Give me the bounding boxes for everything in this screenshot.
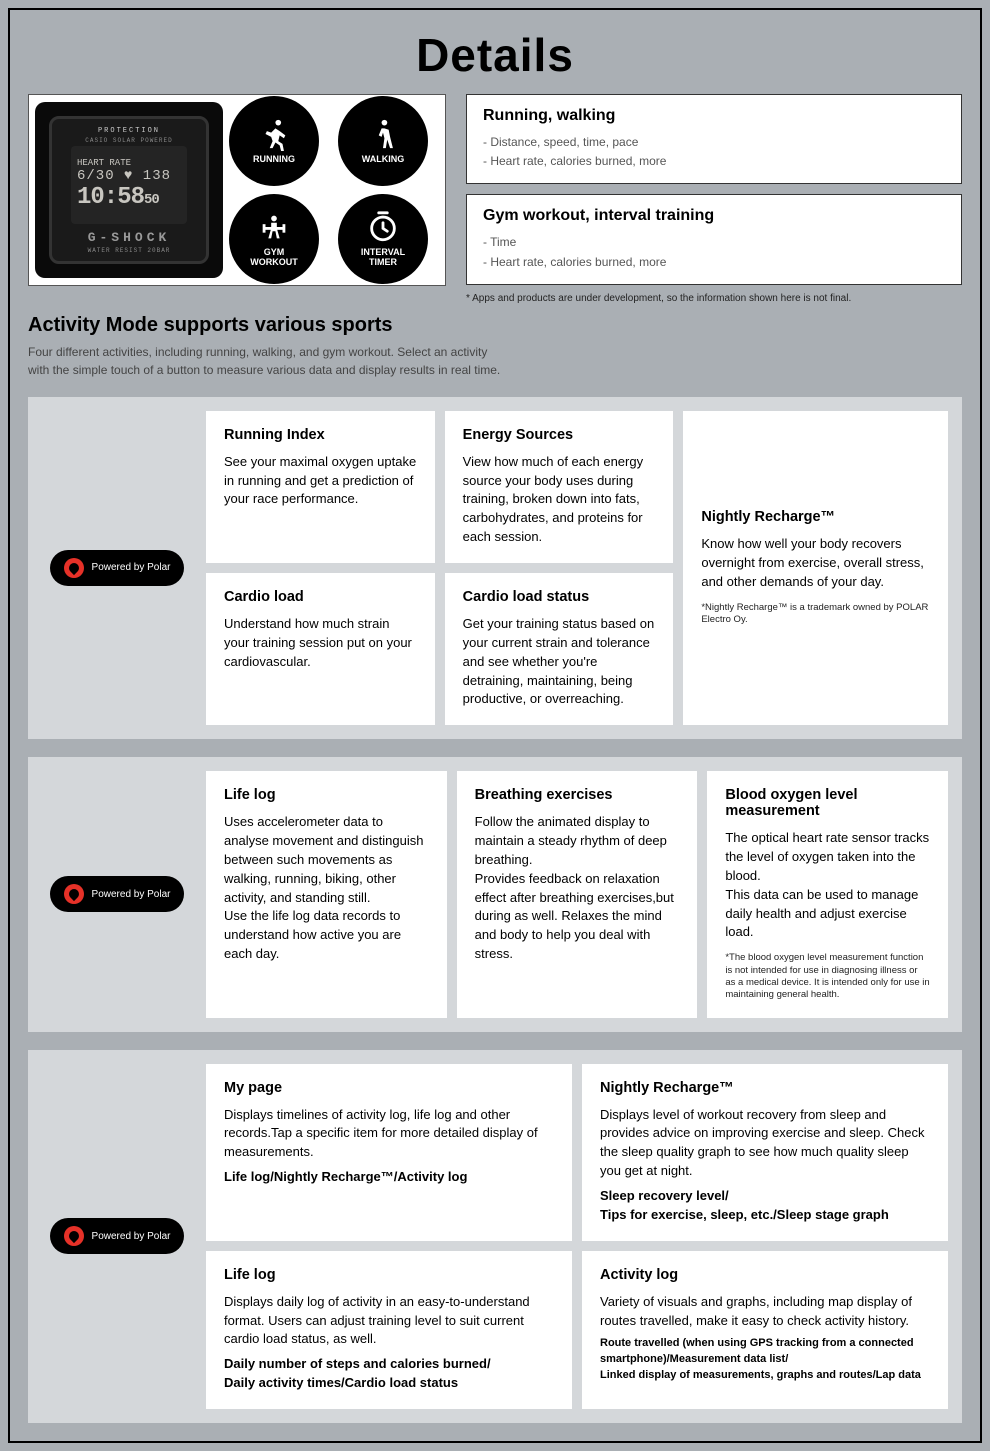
life-log-2-bold: Daily number of steps and calories burne… [224,1355,554,1393]
watch-date-hr: 6/30 ♥ 138 [77,168,181,184]
my-page-bold: Life log/Nightly Recharge™/Activity log [224,1168,554,1187]
energy-sources-body: View how much of each energy source your… [463,453,656,547]
running-walking-box: Running, walking - Distance, speed, time… [466,94,962,184]
polar-badge-text: Powered by Polar [92,562,171,573]
polar-logo-icon [64,1226,84,1246]
running-walking-title: Running, walking [483,107,945,125]
watch-time: 10:5850 [77,184,181,211]
watch-sublabel: CASIO SOLAR POWERED [85,137,172,144]
card-cardio-load-status: Cardio load status Get your training sta… [445,573,674,725]
hero-panel: PROTECTION CASIO SOLAR POWERED HEART RAT… [28,94,446,286]
nightly-recharge-title: Nightly Recharge™ [701,509,930,525]
energy-sources-title: Energy Sources [463,427,656,443]
watch-protect-label: PROTECTION [98,127,160,135]
card-nightly-recharge-2: Nightly Recharge™ Displays level of work… [582,1064,948,1241]
life-log-2-title: Life log [224,1267,554,1283]
running-index-title: Running Index [224,427,417,443]
activity-mode-desc: Four different activities, including run… [28,343,508,379]
cardio-load-title: Cardio load [224,589,417,605]
cardio-load-status-body: Get your training status based on your c… [463,615,656,709]
card-life-log: Life log Uses accelerometer data to anal… [206,771,447,1017]
blood-oxygen-fine: *The blood oxygen level measurement func… [725,952,930,1001]
polar-badge-text: Powered by Polar [92,1231,171,1242]
gym-interval-box: Gym workout, interval training - Time - … [466,194,962,284]
watch-brand: G-SHOCK [88,230,171,245]
card-activity-log: Activity log Variety of visuals and grap… [582,1251,948,1409]
my-page-body: Displays timelines of activity log, life… [224,1106,554,1163]
card-energy-sources: Energy Sources View how much of each ene… [445,411,674,563]
activity-log-bold: Route travelled (when using GPS tracking… [600,1336,930,1384]
running-label: RUNNING [253,155,295,165]
gym-workout-icon: GYM WORKOUT [229,194,319,284]
watch-hr-label: HEART RATE [77,158,181,168]
interval-timer-icon: INTERVAL TIMER [338,194,428,284]
gi-row-2: - Heart rate, calories burned, more [483,253,945,272]
nightly2-bold: Sleep recovery level/ Tips for exercise,… [600,1187,930,1225]
polar-badge: Powered by Polar [50,1218,185,1254]
breathing-title: Breathing exercises [475,787,680,803]
polar-badge: Powered by Polar [50,876,185,912]
rw-row-2: - Heart rate, calories burned, more [483,152,945,171]
dev-disclaimer: * Apps and products are under developmen… [466,293,962,304]
rw-row-1: - Distance, speed, time, pace [483,133,945,152]
card-nightly-recharge: Nightly Recharge™ Know how well your bod… [683,411,948,725]
polar-logo-icon [64,558,84,578]
gi-row-1: - Time [483,233,945,252]
info-column: Running, walking - Distance, speed, time… [466,94,962,304]
life-log-title: Life log [224,787,429,803]
watch-waterresist: WATER RESIST 20BAR [88,247,171,254]
activity-mode-heading: Activity Mode supports various sports [28,314,962,337]
running-icon: RUNNING [229,96,319,186]
feature-block-1: Powered by Polar Running Index See your … [28,397,962,739]
walking-icon: WALKING [338,96,428,186]
nightly2-body: Displays level of workout recovery from … [600,1106,930,1181]
feature-block-2: Powered by Polar Life log Uses accelerom… [28,757,962,1031]
card-life-log-2: Life log Displays daily log of activity … [206,1251,572,1409]
my-page-title: My page [224,1080,554,1096]
card-blood-oxygen: Blood oxygen level measurement The optic… [707,771,948,1017]
cardio-load-body: Understand how much strain your training… [224,615,417,672]
watch-screen: HEART RATE 6/30 ♥ 138 10:5850 [71,146,187,224]
gym-interval-title: Gym workout, interval training [483,207,945,225]
nightly-recharge-body: Know how well your body recovers overnig… [701,535,930,592]
walking-label: WALKING [362,155,405,165]
feature-block-3: Powered by Polar My page Displays timeli… [28,1050,962,1423]
watch-image: PROTECTION CASIO SOLAR POWERED HEART RAT… [35,102,223,278]
activity-log-title: Activity log [600,1267,930,1283]
card-breathing: Breathing exercises Follow the animated … [457,771,698,1017]
nightly-recharge-fine: *Nightly Recharge™ is a trademark owned … [701,602,930,627]
card-running-index: Running Index See your maximal oxygen up… [206,411,435,563]
card-my-page: My page Displays timelines of activity l… [206,1064,572,1241]
breathing-body: Follow the animated display to maintain … [475,813,680,964]
blood-oxygen-title: Blood oxygen level measurement [725,787,930,819]
interval-label: INTERVAL TIMER [361,248,405,268]
details-heading: Details [28,10,962,94]
activity-log-body: Variety of visuals and graphs, including… [600,1293,930,1331]
activity-icon-grid: RUNNING WALKING GYM WORKOUT INTERVAL TIM… [229,96,439,284]
cardio-load-status-title: Cardio load status [463,589,656,605]
polar-logo-icon [64,884,84,904]
running-index-body: See your maximal oxygen uptake in runnin… [224,453,417,510]
gym-label: GYM WORKOUT [250,248,298,268]
life-log-body: Uses accelerometer data to analyse movem… [224,813,429,964]
nightly2-title: Nightly Recharge™ [600,1080,930,1096]
life-log-2-body: Displays daily log of activity in an eas… [224,1293,554,1350]
blood-oxygen-body: The optical heart rate sensor tracks the… [725,829,930,942]
polar-badge-text: Powered by Polar [92,889,171,900]
top-row: PROTECTION CASIO SOLAR POWERED HEART RAT… [28,94,962,304]
polar-badge: Powered by Polar [50,550,185,586]
card-cardio-load: Cardio load Understand how much strain y… [206,573,435,725]
